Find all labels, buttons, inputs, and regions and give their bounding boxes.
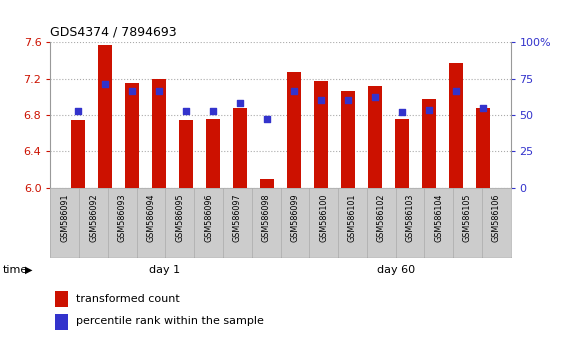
Point [343,97,352,102]
Text: GSM586099: GSM586099 [291,193,300,242]
Text: GSM586103: GSM586103 [406,193,415,241]
Bar [368,86,381,188]
Bar [55,291,68,307]
Text: GSM586094: GSM586094 [146,193,155,242]
Point [479,105,488,111]
Bar [55,314,68,330]
Bar [260,179,274,188]
Bar [395,119,408,188]
Text: time: time [3,265,28,275]
Bar [125,83,139,188]
Bar [422,99,436,188]
Bar [71,120,85,188]
Text: GDS4374 / 7894693: GDS4374 / 7894693 [50,25,177,39]
Text: GSM586092: GSM586092 [89,193,98,242]
Text: ▶: ▶ [25,265,33,275]
Text: GSM586096: GSM586096 [204,193,213,242]
Bar [449,63,463,188]
Bar [476,108,490,188]
Point [236,101,245,106]
Point [425,107,434,113]
Text: GSM586091: GSM586091 [61,193,70,242]
Text: GSM586105: GSM586105 [463,193,472,242]
Text: transformed count: transformed count [76,294,180,304]
Text: GSM586102: GSM586102 [376,193,385,242]
Point [316,97,325,102]
Text: GSM586097: GSM586097 [233,193,242,242]
Bar [287,73,301,188]
Point [182,109,191,114]
Text: GSM586100: GSM586100 [319,193,328,241]
Point [127,88,136,94]
Point [209,109,218,114]
Point [289,88,298,94]
Point [397,109,406,115]
Bar [233,108,247,188]
Point [73,109,82,114]
Text: percentile rank within the sample: percentile rank within the sample [76,316,264,326]
Bar [98,45,112,188]
Point [452,88,461,94]
Text: day 60: day 60 [378,265,415,275]
Point [100,81,109,87]
Text: day 1: day 1 [149,265,180,275]
Bar [180,120,193,188]
Text: GSM586095: GSM586095 [176,193,185,242]
Bar [314,81,328,188]
Text: GSM586104: GSM586104 [434,193,443,241]
Point [370,94,379,100]
Text: GSM586098: GSM586098 [261,193,270,242]
Text: GSM586093: GSM586093 [118,193,127,242]
Point [263,116,272,121]
Point [155,88,164,94]
Bar [153,79,166,188]
Text: GSM586101: GSM586101 [348,193,357,241]
Bar [341,91,355,188]
Text: GSM586106: GSM586106 [491,193,500,241]
Bar [206,119,220,188]
